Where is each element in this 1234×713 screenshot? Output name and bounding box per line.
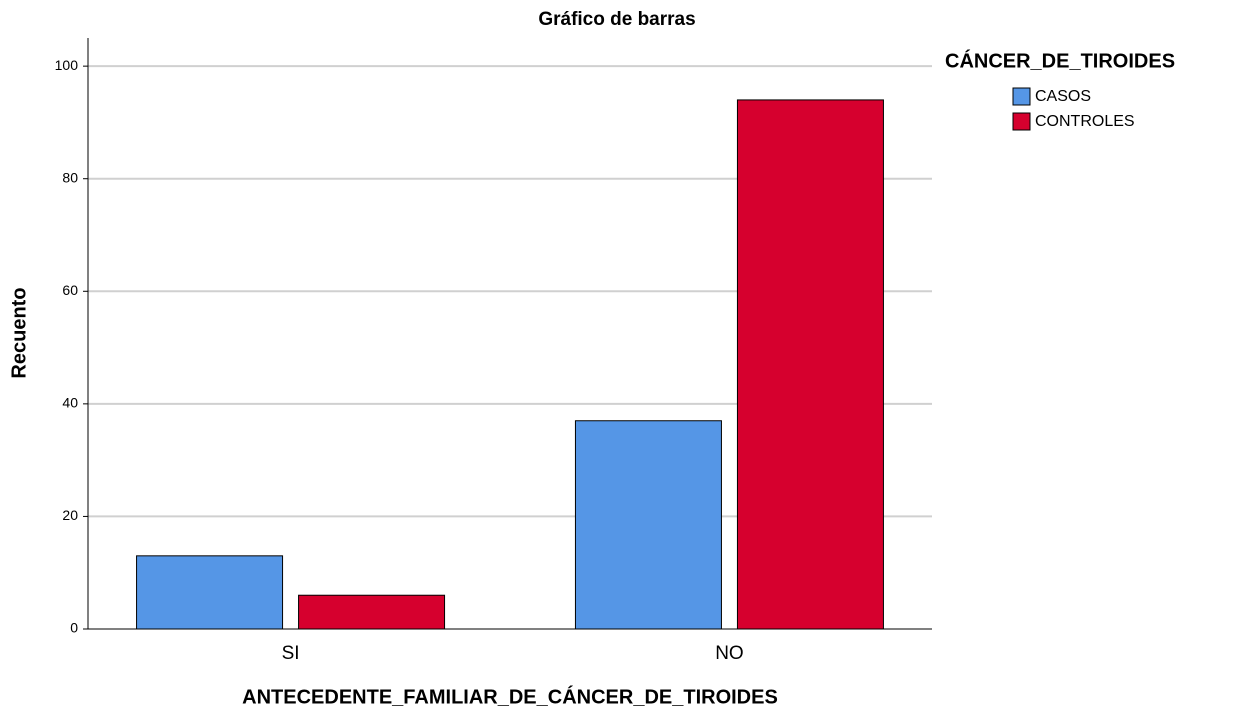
y-tick-label: 80 [62,169,78,185]
legend-label: CASOS [1035,88,1091,105]
y-tick-label: 60 [62,282,78,298]
y-tick-label: 20 [62,507,78,523]
legend-title: CÁNCER_DE_TIROIDES [945,49,1175,72]
y-tick-label: 0 [70,620,78,636]
legend-swatch [1012,112,1031,131]
y-axis-label: Recuento [8,287,30,378]
x-axis-label: ANTECEDENTE_FAMILIAR_DE_CÁNCER_DE_TIROID… [242,685,778,708]
chart-title: Gráfico de barras [538,9,695,30]
x-tick-label: SI [282,643,300,664]
bar [298,594,446,630]
bar [736,99,884,630]
bar [574,420,722,630]
y-tick-label: 100 [55,57,79,73]
bar [136,555,284,630]
y-tick-label: 40 [62,395,78,411]
x-tick-label: NO [715,643,744,664]
legend-label: CONTROLES [1035,113,1135,130]
legend-swatch [1012,87,1031,106]
